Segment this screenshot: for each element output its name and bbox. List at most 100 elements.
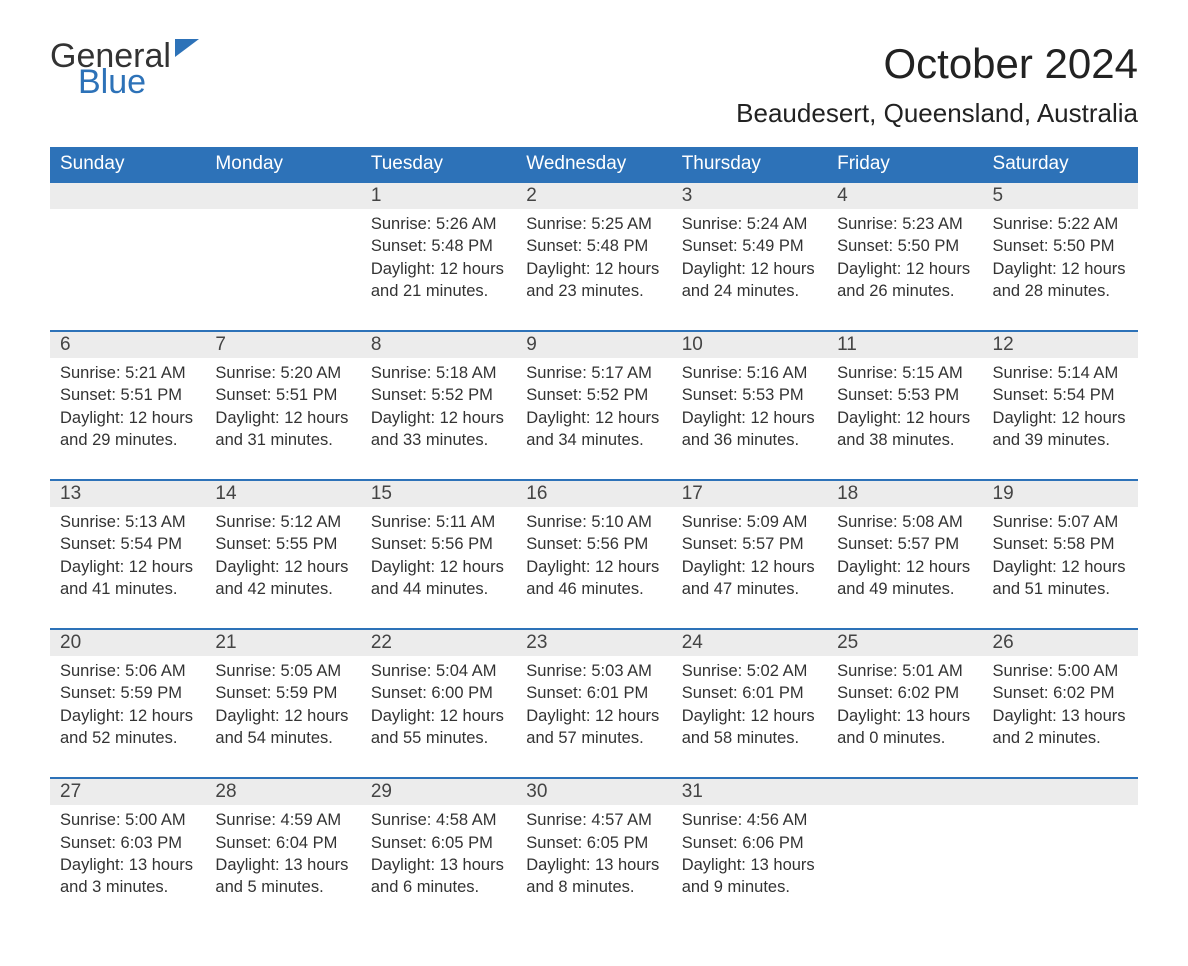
day-data-cell: Sunrise: 5:15 AMSunset: 5:53 PMDaylight:… xyxy=(827,358,982,480)
day-line-d2: and 2 minutes. xyxy=(993,727,1128,749)
day-line-d1: Daylight: 12 hours xyxy=(526,705,661,727)
day-line-sunset: Sunset: 6:05 PM xyxy=(371,832,506,854)
day-line-sunrise: Sunrise: 5:24 AM xyxy=(682,213,817,235)
day-line-d1: Daylight: 13 hours xyxy=(526,854,661,876)
day-number-cell: 14 xyxy=(205,480,360,507)
day-line-sunrise: Sunrise: 5:21 AM xyxy=(60,362,195,384)
day-line-sunset: Sunset: 6:01 PM xyxy=(526,682,661,704)
day-line-sunrise: Sunrise: 5:23 AM xyxy=(837,213,972,235)
calendar-table: SundayMondayTuesdayWednesdayThursdayFrid… xyxy=(50,147,1138,926)
daynum-row: 20212223242526 xyxy=(50,629,1138,656)
day-line-sunrise: Sunrise: 4:57 AM xyxy=(526,809,661,831)
day-line-d2: and 41 minutes. xyxy=(60,578,195,600)
brand-flag-icon xyxy=(175,39,199,57)
daynum-row: 13141516171819 xyxy=(50,480,1138,507)
day-data-cell: Sunrise: 4:56 AMSunset: 6:06 PMDaylight:… xyxy=(672,805,827,926)
day-line-d2: and 33 minutes. xyxy=(371,429,506,451)
daydata-row: Sunrise: 5:26 AMSunset: 5:48 PM Daylight:… xyxy=(50,209,1138,331)
daydata-row: Sunrise: 5:00 AMSunset: 6:03 PMDaylight:… xyxy=(50,805,1138,926)
day-number-cell: 10 xyxy=(672,331,827,358)
day-data-cell: Sunrise: 5:20 AMSunset: 5:51 PMDaylight:… xyxy=(205,358,360,480)
day-data-cell: Sunrise: 5:13 AMSunset: 5:54 PMDaylight:… xyxy=(50,507,205,629)
brand-word-2: Blue xyxy=(78,66,199,98)
day-number-cell: 3 xyxy=(672,182,827,209)
day-line-sunset: Sunset: 6:00 PM xyxy=(371,682,506,704)
day-number-cell: 18 xyxy=(827,480,982,507)
day-data-cell: Sunrise: 5:01 AMSunset: 6:02 PMDaylight:… xyxy=(827,656,982,778)
day-line-d2: and 26 minutes. xyxy=(837,280,972,302)
day-line-d2: and 55 minutes. xyxy=(371,727,506,749)
day-line-sunset: Sunset: 5:52 PM xyxy=(526,384,661,406)
day-data-cell xyxy=(827,805,982,926)
day-line-sunset: Sunset: 5:59 PM xyxy=(60,682,195,704)
day-number-cell: 25 xyxy=(827,629,982,656)
day-number-cell: 5 xyxy=(983,182,1138,209)
day-number-cell: 31 xyxy=(672,778,827,805)
day-data-cell: Sunrise: 5:23 AMSunset: 5:50 PMDaylight:… xyxy=(827,209,982,331)
day-line-sunset: Sunset: 5:48 PM xyxy=(371,235,506,257)
day-line-sunset: Sunset: 5:58 PM xyxy=(993,533,1128,555)
day-line-sunrise: Sunrise: 5:26 AM xyxy=(371,213,506,235)
day-line-sunset: Sunset: 6:04 PM xyxy=(215,832,350,854)
day-line-d2: and 29 minutes. xyxy=(60,429,195,451)
day-number-cell: 28 xyxy=(205,778,360,805)
weekday-header: Sunday xyxy=(50,147,205,182)
day-line-d1: Daylight: 13 hours xyxy=(682,854,817,876)
day-line-d1: Daylight: 12 hours xyxy=(215,705,350,727)
day-line-sunset: Sunset: 5:50 PM xyxy=(837,235,972,257)
day-number-cell: 27 xyxy=(50,778,205,805)
day-number-cell: 22 xyxy=(361,629,516,656)
day-data-cell: Sunrise: 5:25 AMSunset: 5:48 PMDaylight:… xyxy=(516,209,671,331)
day-line-sunrise: Sunrise: 5:25 AM xyxy=(526,213,661,235)
day-line-sunrise: Sunrise: 5:14 AM xyxy=(993,362,1128,384)
day-line-d1: Daylight: 12 hours xyxy=(526,258,661,280)
day-number-cell: 20 xyxy=(50,629,205,656)
day-data-cell: Sunrise: 5:14 AMSunset: 5:54 PMDaylight:… xyxy=(983,358,1138,480)
day-line-d2: and 5 minutes. xyxy=(215,876,350,898)
day-line-sunset: Sunset: 5:57 PM xyxy=(682,533,817,555)
day-line-d2: and 52 minutes. xyxy=(60,727,195,749)
day-line-sunrise: Sunrise: 5:01 AM xyxy=(837,660,972,682)
day-line-d2: and 31 minutes. xyxy=(215,429,350,451)
day-line-sunset: Sunset: 6:06 PM xyxy=(682,832,817,854)
day-line-sunrise: Sunrise: 4:58 AM xyxy=(371,809,506,831)
day-data-cell: Sunrise: 5:00 AMSunset: 6:03 PMDaylight:… xyxy=(50,805,205,926)
day-number-cell: 30 xyxy=(516,778,671,805)
day-line-sunset: Sunset: 5:55 PM xyxy=(215,533,350,555)
day-data-cell: Sunrise: 5:11 AMSunset: 5:56 PMDaylight:… xyxy=(361,507,516,629)
day-data-cell: Sunrise: 5:04 AMSunset: 6:00 PMDaylight:… xyxy=(361,656,516,778)
day-line-sunset: Sunset: 5:53 PM xyxy=(682,384,817,406)
day-line-d1: Daylight: 13 hours xyxy=(371,854,506,876)
day-number-cell: 7 xyxy=(205,331,360,358)
day-line-d2: and 38 minutes. xyxy=(837,429,972,451)
day-line-sunrise: Sunrise: 5:11 AM xyxy=(371,511,506,533)
day-line-sunrise: Sunrise: 5:08 AM xyxy=(837,511,972,533)
day-line-d2: and 51 minutes. xyxy=(993,578,1128,600)
day-line-sunset: Sunset: 5:51 PM xyxy=(60,384,195,406)
day-line-sunset: Sunset: 6:02 PM xyxy=(993,682,1128,704)
daydata-row: Sunrise: 5:06 AMSunset: 5:59 PMDaylight:… xyxy=(50,656,1138,778)
day-number-cell xyxy=(205,182,360,209)
day-data-cell: Sunrise: 5:07 AMSunset: 5:58 PMDaylight:… xyxy=(983,507,1138,629)
day-line-d1: Daylight: 12 hours xyxy=(60,556,195,578)
day-number-cell: 12 xyxy=(983,331,1138,358)
day-line-sunset: Sunset: 6:01 PM xyxy=(682,682,817,704)
day-line-sunrise: Sunrise: 5:15 AM xyxy=(837,362,972,384)
day-number-cell: 4 xyxy=(827,182,982,209)
day-number-cell: 9 xyxy=(516,331,671,358)
day-line-d2: and 8 minutes. xyxy=(526,876,661,898)
day-number-cell: 1 xyxy=(361,182,516,209)
day-line-d1: Daylight: 12 hours xyxy=(993,556,1128,578)
day-number-cell: 16 xyxy=(516,480,671,507)
day-number-cell xyxy=(827,778,982,805)
day-number-cell: 24 xyxy=(672,629,827,656)
day-data-cell: Sunrise: 5:05 AMSunset: 5:59 PMDaylight:… xyxy=(205,656,360,778)
weekday-header: Saturday xyxy=(983,147,1138,182)
day-line-d1: Daylight: 12 hours xyxy=(682,705,817,727)
daydata-row: Sunrise: 5:21 AMSunset: 5:51 PM Daylight:… xyxy=(50,358,1138,480)
day-line-d2: and 44 minutes. xyxy=(371,578,506,600)
day-line-d2: and 47 minutes. xyxy=(682,578,817,600)
day-line-d2: and 49 minutes. xyxy=(837,578,972,600)
day-line-d1: Daylight: 12 hours xyxy=(526,407,661,429)
day-line-sunrise: Sunrise: 5:22 AM xyxy=(993,213,1128,235)
